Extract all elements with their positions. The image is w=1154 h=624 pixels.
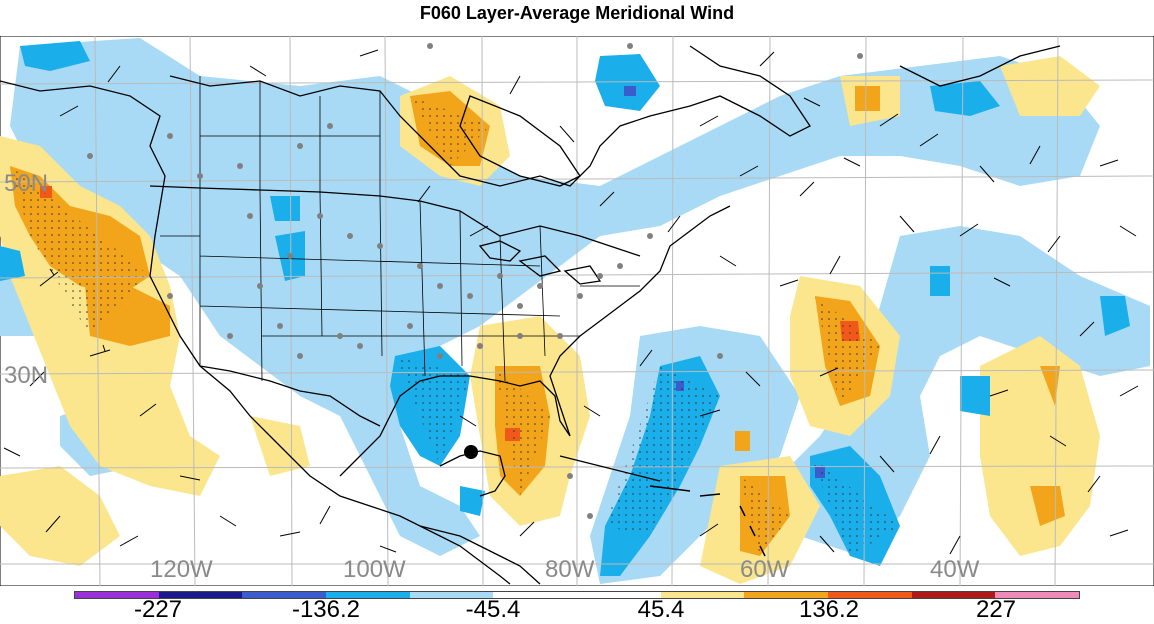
mexico-border (199, 365, 381, 427)
colorbar-swatch (242, 592, 327, 598)
colorbar-swatch (911, 592, 996, 598)
caribbean-islands (649, 485, 766, 557)
great-lakes (478, 240, 602, 285)
hudson-bay (459, 95, 581, 187)
lon-label-40w: 40W (930, 556, 980, 583)
colorbar (74, 591, 1080, 599)
station-dots (87, 43, 863, 519)
colorbar-swatch (577, 592, 661, 598)
greenland-edge (899, 45, 1061, 87)
lat-label-50n: 50N (4, 170, 49, 197)
colorbar-swatch (744, 592, 829, 598)
colorbar-swatch (409, 592, 494, 598)
canada-north (169, 45, 811, 187)
colorbar-label-neg-45: -45.4 (465, 596, 521, 623)
contour-fills (0, 38, 1150, 584)
colorbar-swatch (326, 592, 410, 598)
lon-label-60w: 60W (740, 556, 790, 583)
wind-map (0, 36, 1154, 586)
colorbar-label-neg-136: -136.2 (291, 596, 361, 623)
colorbar-swatch (828, 592, 912, 598)
colorbar-swatch (995, 592, 1080, 598)
fill-light-yellow-east (980, 56, 1100, 556)
lon-label-80w: 80W (545, 556, 595, 583)
wind-barbs (3, 49, 1139, 555)
lon-label-100w: 100W (343, 556, 406, 583)
coastlines (0, 45, 1061, 585)
lat-label-30n: 30N (4, 362, 49, 389)
colorbar-swatch (158, 592, 243, 598)
gulf-coast (339, 205, 731, 477)
cuba (559, 455, 661, 482)
colorbar-swatch (493, 592, 578, 598)
lon-label-120w: 120W (150, 556, 213, 583)
colorbar-swatch (75, 592, 159, 598)
colorbar-label-neg-227: -227 (133, 596, 183, 623)
fill-light-blue (10, 38, 1100, 556)
colorbar-label-pos-45: 45.4 (637, 596, 685, 623)
us-canada-border (149, 185, 641, 257)
colorbar-label-pos-227: 227 (975, 596, 1017, 623)
colorbar-label-pos-136: 136.2 (798, 596, 860, 623)
yucatan (439, 450, 506, 497)
fill-blue-north (595, 54, 660, 111)
fill-blue-nw (20, 41, 305, 281)
colorbar-swatch (660, 592, 745, 598)
location-marker (464, 445, 478, 459)
fill-light-yellow-misc (0, 76, 900, 566)
north-america-coast (0, 80, 541, 585)
central-america (419, 525, 511, 585)
map-title: F060 Layer-Average Meridional Wind (419, 3, 735, 23)
dots-overlay (10, 96, 900, 556)
canada-provinces (199, 76, 381, 196)
